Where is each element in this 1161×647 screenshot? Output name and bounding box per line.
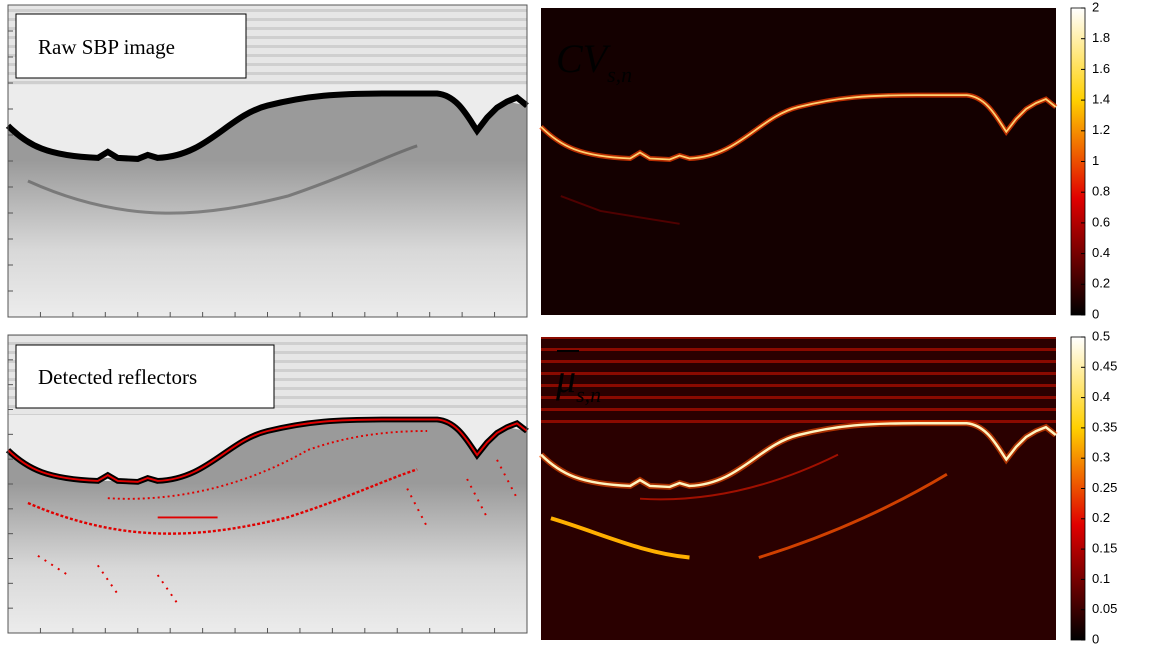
tick-label: 0.25 <box>1092 480 1117 495</box>
panel-label: CVs,n <box>556 36 632 87</box>
cv-image <box>541 8 1056 315</box>
raw-image <box>8 4 527 318</box>
panel-label: Detected reflectors <box>38 365 197 389</box>
tick-label: 0.15 <box>1092 541 1117 556</box>
tick-label: 1.4 <box>1092 92 1110 107</box>
tick-label: 0 <box>1092 306 1099 321</box>
tick-label: 1.6 <box>1092 61 1110 76</box>
tick-label: 0.2 <box>1092 276 1110 291</box>
mu-image <box>541 337 1056 640</box>
tick-label: 0.4 <box>1092 245 1110 260</box>
tick-label: 0.2 <box>1092 510 1110 525</box>
tick-label: 0.3 <box>1092 450 1110 465</box>
tick-label: 0.45 <box>1092 359 1117 374</box>
label-sub: s,n <box>576 382 601 407</box>
tick-label: 0.1 <box>1092 571 1110 586</box>
tick-label: 0.4 <box>1092 389 1110 404</box>
label-box <box>15 344 275 409</box>
tick-label: 2 <box>1092 0 1099 14</box>
tick-label: 0.05 <box>1092 601 1117 616</box>
tick-label: 0.5 <box>1092 328 1110 343</box>
label-main: CV <box>556 36 612 81</box>
tick-label: 1 <box>1092 153 1099 168</box>
tick-label: 0.6 <box>1092 214 1110 229</box>
label-sub: s,n <box>607 62 632 87</box>
tick-label: 0.8 <box>1092 184 1110 199</box>
tick-label: 0 <box>1092 631 1099 646</box>
label-box <box>15 13 247 79</box>
tick-label: 0.35 <box>1092 419 1117 434</box>
tick-label: 1.2 <box>1092 122 1110 137</box>
tick-label: 1.8 <box>1092 30 1110 45</box>
label-main: μ <box>555 356 576 401</box>
panel-label: Raw SBP image <box>38 35 175 59</box>
panel-label: μs,n <box>555 356 601 407</box>
